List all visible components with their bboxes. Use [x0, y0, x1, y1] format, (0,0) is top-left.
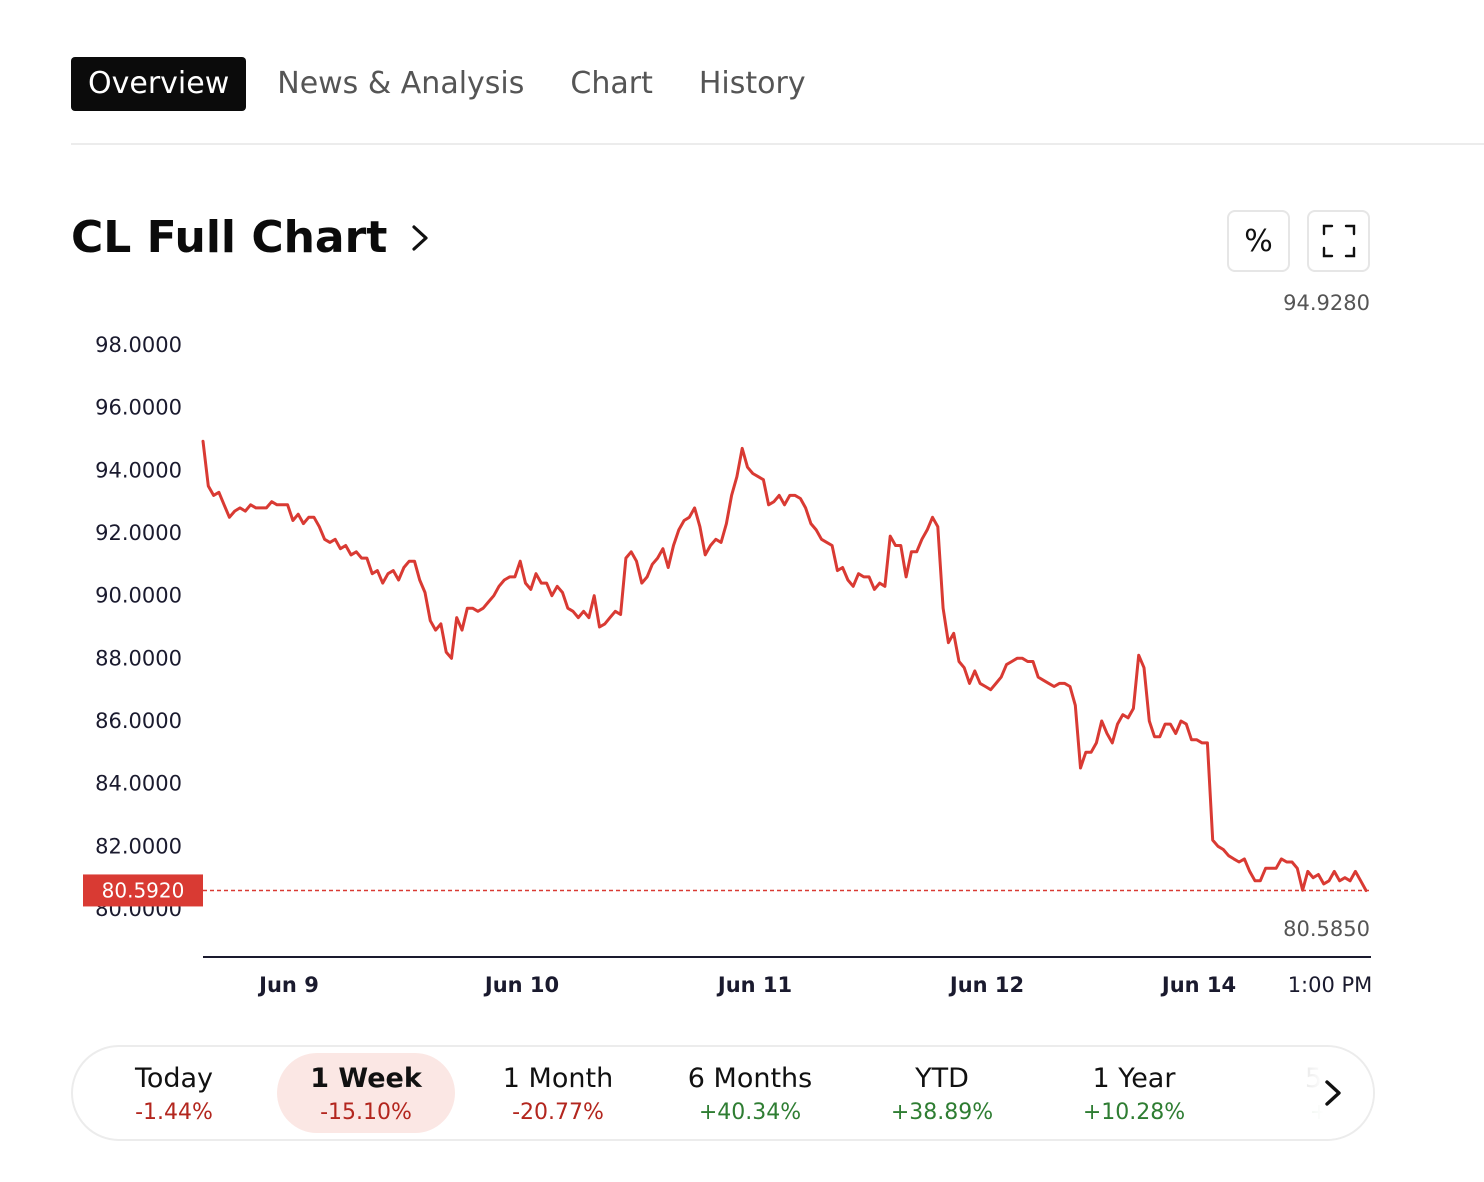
range-1-year[interactable]: 1 Year +10.28%: [1045, 1053, 1223, 1133]
range-change: +10.28%: [1082, 1100, 1186, 1125]
range-scroll-fade: [1263, 1047, 1373, 1139]
tab-history[interactable]: History: [698, 66, 806, 101]
x-axis-labels: Jun 9 Jun 10 Jun 11 Jun 12 Jun 14 1:00 PM: [257, 973, 1372, 997]
page-title: CL Full Chart: [71, 212, 388, 263]
percent-label: %: [1244, 223, 1273, 259]
price-series-line: [201, 439, 1368, 892]
range-1-week[interactable]: 1 Week -15.10%: [277, 1053, 455, 1133]
range-label: 6 Months: [687, 1063, 813, 1094]
tab-news-analysis[interactable]: News & Analysis: [277, 66, 525, 101]
time-range-selector: Today -1.44% 1 Week -15.10% 1 Month -20.…: [71, 1045, 1375, 1141]
y-tick-label: 92.0000: [95, 521, 182, 545]
range-label: YTD: [915, 1063, 969, 1094]
range-label: 1 Week: [310, 1063, 422, 1094]
y-tick-label: 94.0000: [95, 458, 182, 482]
y-tick-label: 86.0000: [95, 709, 182, 733]
range-label: 1 Year: [1092, 1063, 1176, 1094]
current-price-label: 80.5920: [102, 878, 185, 902]
current-price-badge: 80.5920: [83, 874, 203, 907]
range-ytd[interactable]: YTD +38.89%: [853, 1053, 1031, 1133]
fullscreen-button[interactable]: [1307, 210, 1370, 272]
x-tick-label: Jun 12: [948, 973, 1024, 997]
chevron-right-icon: [412, 224, 428, 251]
range-change: +38.89%: [890, 1100, 994, 1125]
y-tick-label: 82.0000: [95, 834, 182, 858]
range-change: -20.77%: [512, 1100, 604, 1125]
tab-divider: [71, 143, 1484, 145]
x-tick-label: Jun 14: [1160, 973, 1236, 997]
range-label: Today: [134, 1063, 214, 1094]
x-tick-label: Jun 9: [257, 973, 319, 997]
percent-toggle-button[interactable]: %: [1227, 210, 1290, 272]
x-tick-label: 1:00 PM: [1288, 973, 1373, 997]
x-tick-label: Jun 10: [483, 973, 559, 997]
tab-chart[interactable]: Chart: [570, 66, 653, 101]
range-6-months[interactable]: 6 Months +40.34%: [661, 1053, 839, 1133]
range-today[interactable]: Today -1.44%: [85, 1053, 263, 1133]
y-tick-label: 90.0000: [95, 584, 182, 608]
range-change: -1.44%: [135, 1100, 213, 1125]
chevron-right-icon[interactable]: [1321, 1073, 1345, 1113]
price-chart: 98.0000 96.0000 94.0000 92.0000 90.0000 88.00…: [83, 291, 1372, 997]
expand-icon: [1322, 224, 1355, 258]
x-tick-label: Jun 11: [716, 973, 792, 997]
y-tick-label: 84.0000: [95, 772, 182, 796]
high-price-label: 94.9280: [1283, 291, 1370, 315]
y-tick-label: 88.0000: [95, 646, 182, 670]
range-label: 1 Month: [502, 1063, 614, 1094]
y-axis-labels: 98.0000 96.0000 94.0000 92.0000 90.0000 88.00…: [95, 333, 182, 921]
range-change: +40.34%: [698, 1100, 802, 1125]
range-1-month[interactable]: 1 Month -20.77%: [469, 1053, 647, 1133]
y-tick-label: 98.0000: [95, 333, 182, 357]
range-change: -15.10%: [320, 1100, 412, 1125]
tab-bar: Overview News & Analysis Chart History: [71, 57, 826, 111]
tab-overview[interactable]: Overview: [71, 57, 247, 111]
chart-title-link[interactable]: CL Full Chart: [71, 212, 433, 263]
low-price-label: 80.5850: [1283, 917, 1370, 941]
y-tick-label: 96.0000: [95, 396, 182, 420]
